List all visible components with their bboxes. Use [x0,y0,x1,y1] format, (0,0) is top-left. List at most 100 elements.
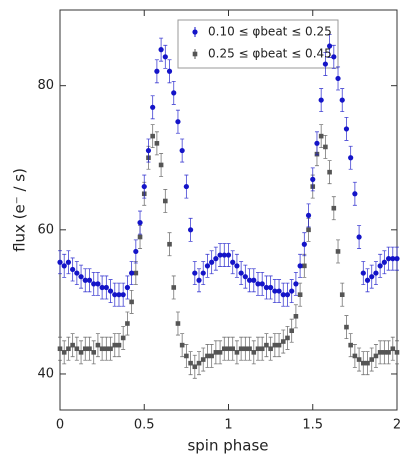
data-point [57,346,63,352]
data-point [339,97,345,103]
data-point [95,281,101,287]
data-point [120,335,126,341]
data-point [124,284,130,291]
data-point [196,277,202,283]
data-point [356,234,362,240]
data-point [74,346,80,352]
data-point [343,126,350,132]
data-point [82,277,88,283]
data-point [365,360,370,366]
data-point [323,144,328,150]
legend-box [177,19,339,69]
data-point [95,342,101,348]
data-point [394,350,400,355]
data-point [183,183,189,190]
data-point [137,234,143,240]
data-point [314,140,320,146]
data-point [217,350,223,355]
data-point [331,205,337,211]
legend-label: 0.25 ≤ φbeat ≤ 0.45 [208,47,332,61]
data-point [221,252,227,258]
data-point [297,263,303,269]
data-point [268,284,274,291]
data-point [158,47,164,53]
data-point [276,288,282,294]
data-point [302,263,307,269]
data-point [175,119,181,125]
data-point [364,277,371,283]
data-point [103,284,109,291]
data-point [187,227,194,233]
x-tick-label: 1 [224,418,232,433]
data-point [116,292,122,298]
data-point [289,288,295,294]
data-point [61,350,67,355]
data-point [217,252,223,258]
data-point [255,281,261,287]
data-point [318,133,324,139]
data-point [166,68,173,74]
data-point [373,270,379,276]
data-point [91,350,96,355]
data-point [360,270,366,276]
data-point [145,147,152,154]
data-point [377,263,383,269]
data-point [150,133,155,139]
data-point [120,292,126,298]
data-point [107,288,114,294]
data-point [209,353,214,359]
x-tick-label: 0 [56,418,64,433]
data-point [184,353,189,359]
data-point [112,342,118,348]
data-point [390,346,396,352]
data-point [386,350,391,355]
data-point [280,339,286,344]
data-point [175,321,181,326]
data-point [133,248,139,255]
data-point [284,292,291,298]
data-point [344,324,349,330]
data-point [74,270,80,276]
data-point [213,256,219,262]
data-point [251,350,257,355]
data-point [86,277,93,283]
data-point [99,284,105,291]
data-point [352,191,358,197]
data-point [289,328,294,334]
data-point [243,346,248,352]
data-point [280,292,286,298]
data-point [78,350,84,355]
data-point [238,270,244,276]
data-point [209,259,215,265]
data-point [246,277,253,283]
legend-label: 0.10 ≤ φbeat ≤ 0.25 [208,25,332,39]
data-point [125,321,130,326]
data-point [78,274,84,280]
data-point [116,342,122,348]
data-point [192,364,198,370]
data-point [230,346,236,352]
y-axis-label: flux (e⁻ / s) [11,168,29,252]
data-point [293,314,299,319]
data-point [259,346,265,352]
data-point [213,350,219,355]
data-point [373,353,379,359]
data-point [310,176,316,182]
data-point [327,169,332,175]
data-point [188,360,193,366]
data-point [272,288,278,294]
data-point [226,346,231,352]
data-point [230,259,236,265]
data-point [276,342,282,348]
data-point [179,342,185,348]
y-tick-label: 80 [37,78,54,93]
data-point [162,54,168,60]
data-point [335,249,341,254]
data-point [221,346,227,352]
data-point [57,259,63,265]
data-point [369,357,375,362]
data-point [104,346,109,352]
y-tick-label: 40 [37,366,54,381]
data-point [141,183,147,190]
